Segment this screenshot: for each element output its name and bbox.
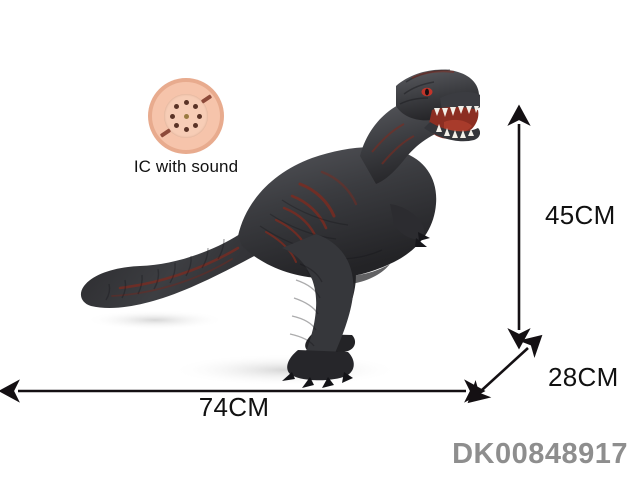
dino-near-foot: [287, 350, 354, 381]
depth-dimension-label: 28CM: [548, 362, 619, 392]
grille-hole: [170, 113, 175, 119]
speaker-grille-icon: [148, 78, 224, 154]
grille-hole: [197, 113, 202, 119]
product-code-label: DK00848917: [452, 438, 628, 470]
tail-marking: [111, 258, 233, 297]
dino-arm: [390, 204, 425, 240]
depth-dimension-arrow: [467, 334, 543, 404]
grille-hole: [183, 127, 189, 132]
ground-shadow: [85, 310, 225, 330]
dino-upper-teeth: [434, 106, 479, 117]
grille-hole: [183, 113, 189, 119]
dino-tongue: [444, 119, 472, 134]
dino-body: [238, 147, 437, 279]
grille-hole: [174, 123, 179, 128]
grille-hole: [174, 104, 179, 109]
head-marking: [411, 70, 455, 79]
ground-shadow: [170, 354, 400, 386]
tail-texture: [105, 238, 225, 301]
near-leg-texture: [289, 263, 323, 347]
t-rex-dinosaur-toy: [60, 48, 480, 398]
width-dimension-label: 74CM: [198, 392, 270, 422]
arm-claws: [415, 232, 430, 247]
height-dimension-label: 45CM: [545, 200, 616, 230]
grille-hole: [193, 123, 198, 128]
dino-near-leg: [282, 234, 354, 360]
dino-eye-pupil: [425, 88, 429, 96]
body-markings: [265, 170, 358, 263]
dino-lower-teeth: [436, 124, 474, 138]
neck-markings: [371, 123, 415, 165]
dino-tail: [80, 234, 260, 309]
ic-with-sound-label: IC with sound: [133, 157, 239, 176]
grille-hole: [193, 104, 198, 109]
tail-marking: [118, 246, 240, 290]
grille-hole: [183, 100, 189, 105]
